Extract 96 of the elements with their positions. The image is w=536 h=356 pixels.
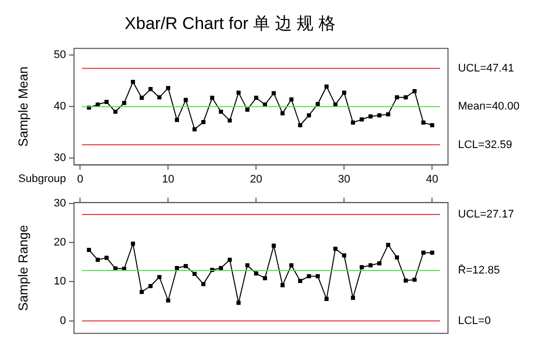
point — [218, 110, 224, 114]
point — [245, 108, 250, 112]
x-axis-title: Subgroup — [18, 172, 66, 185]
point — [184, 264, 188, 268]
point — [377, 113, 382, 118]
point — [412, 278, 417, 282]
point — [210, 96, 214, 100]
point — [192, 272, 197, 276]
point — [316, 274, 320, 278]
point — [96, 258, 100, 262]
point — [342, 90, 346, 95]
point — [289, 263, 294, 268]
point — [201, 282, 206, 286]
point — [324, 296, 329, 301]
point — [324, 84, 329, 89]
point — [201, 120, 206, 124]
point — [272, 91, 276, 96]
point — [228, 258, 232, 262]
ref-line-label: LCL=32.59 — [458, 138, 512, 151]
point — [184, 98, 188, 102]
ref-line-label: LCL=0 — [458, 314, 491, 327]
point — [166, 298, 170, 303]
ref-line-label: UCL=47.41 — [458, 62, 514, 74]
point — [104, 100, 109, 104]
point — [412, 89, 417, 94]
point — [113, 110, 118, 114]
point — [421, 120, 426, 125]
point — [104, 256, 109, 260]
point — [289, 97, 294, 102]
point — [386, 112, 390, 116]
point — [140, 290, 144, 294]
point — [245, 263, 250, 268]
x-tick-label: 40 — [426, 173, 438, 186]
y-tick-label: 30 — [54, 152, 66, 164]
point — [404, 278, 408, 283]
point — [404, 95, 408, 100]
point — [262, 276, 268, 280]
x-tick-label: 20 — [250, 173, 262, 186]
point — [140, 96, 144, 100]
point — [360, 265, 364, 270]
point — [254, 96, 258, 100]
ref-line-label: Mean=40.00 — [458, 100, 520, 113]
point — [360, 117, 364, 122]
point — [350, 296, 356, 300]
point — [254, 271, 258, 276]
point — [157, 95, 162, 100]
x-tick-label: 30 — [338, 173, 350, 186]
point — [368, 263, 373, 268]
y-tick-label: 10 — [54, 276, 66, 288]
y-tick-label: 50 — [54, 49, 66, 62]
point — [86, 248, 92, 252]
point — [306, 113, 312, 118]
y-tick-label: 30 — [54, 197, 66, 210]
point — [96, 102, 100, 107]
y-tick-label: 0 — [60, 314, 66, 327]
point — [298, 278, 302, 283]
point — [228, 118, 232, 123]
point — [236, 300, 241, 305]
y-axis-title: Sample Mean — [15, 66, 30, 147]
point — [192, 127, 197, 132]
point — [394, 95, 400, 100]
x-tick-label: 0 — [77, 173, 84, 186]
y-tick-label: 40 — [54, 100, 66, 113]
y-tick-label: 20 — [54, 236, 66, 249]
chart-title: Xbar/R Chart for 单 边 规 格 — [124, 14, 336, 33]
point — [280, 111, 285, 116]
point — [430, 123, 434, 128]
point — [316, 102, 320, 106]
ref-line-label: R̄=12.85 — [458, 264, 500, 277]
point — [272, 244, 276, 248]
point — [368, 114, 373, 118]
y-axis-title: Sample Range — [15, 225, 30, 311]
point — [342, 253, 346, 258]
point — [306, 274, 312, 278]
point — [157, 274, 162, 280]
point — [148, 284, 153, 288]
point — [333, 246, 338, 251]
ref-line-label: UCL=27.17 — [458, 208, 514, 220]
point — [122, 100, 126, 106]
point — [377, 261, 382, 266]
point — [421, 250, 426, 255]
point — [394, 255, 400, 260]
point — [350, 120, 356, 125]
point — [298, 123, 302, 128]
point — [174, 266, 180, 270]
point — [166, 86, 170, 90]
point — [130, 242, 136, 246]
point — [148, 87, 153, 92]
point — [386, 242, 390, 247]
point — [218, 266, 224, 270]
point — [280, 283, 285, 288]
point — [430, 250, 434, 255]
x-tick-label: 10 — [162, 173, 174, 186]
point — [130, 80, 136, 84]
point — [174, 118, 180, 122]
point — [236, 90, 241, 95]
